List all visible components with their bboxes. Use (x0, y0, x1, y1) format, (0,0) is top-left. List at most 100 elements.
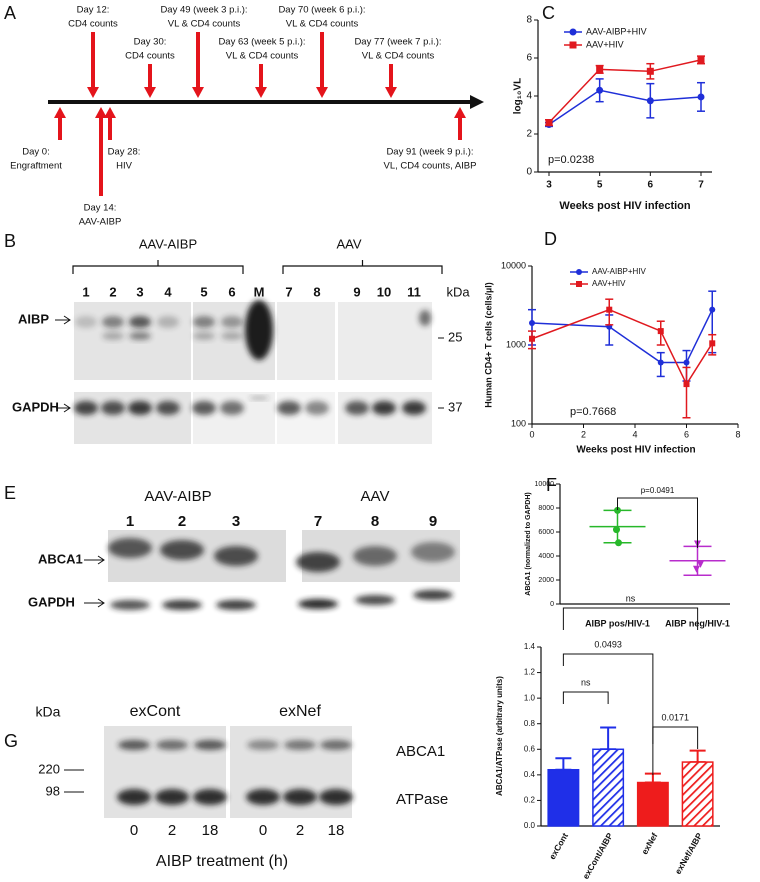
blot-strip (338, 302, 432, 380)
blot-strip (277, 302, 335, 380)
event-label: Engraftment (10, 161, 62, 172)
panel-letter: B (4, 231, 16, 251)
series-line (548, 89, 702, 126)
event-arrowhead (192, 87, 204, 98)
panel-letter: C (542, 3, 555, 23)
lane-label: 3 (136, 284, 143, 299)
blot-band (129, 332, 151, 340)
row-pointer-head (97, 555, 105, 565)
event-label: Day 49 (week 3 p.i.): (160, 5, 247, 16)
lane-label: 9 (353, 284, 360, 299)
blot-band (372, 401, 396, 415)
y-axis-label: Human CD4+ T cells (cells/µl) (483, 282, 493, 407)
row-label: AIBP (18, 311, 49, 326)
bar (592, 748, 625, 827)
legend-label: AAV+HIV (592, 279, 626, 288)
event-arrowhead (87, 87, 99, 98)
blot-band (194, 740, 226, 750)
row-pointer-head (97, 598, 105, 608)
blot-band (249, 396, 269, 400)
data-point (606, 306, 613, 313)
event-label: Day 12: (77, 5, 110, 16)
lane-label: 7 (285, 284, 292, 299)
data-point (569, 28, 577, 36)
annotation: ns (626, 593, 636, 603)
y-tick-label: 0.4 (524, 770, 536, 779)
blot-band (284, 740, 316, 750)
annotation: p=0.7668 (570, 406, 616, 418)
y-tick-label: 8 (526, 15, 532, 26)
y-tick-label: 0.2 (524, 796, 536, 805)
event-label: CD4 counts (125, 51, 175, 62)
lane-label: 4 (164, 284, 172, 299)
y-tick-label: 4000 (538, 553, 554, 560)
event-label: AAV-AIBP (79, 217, 122, 228)
lane-label: 10 (377, 284, 391, 299)
size-marker: 25 (448, 329, 462, 344)
event-arrowhead (95, 107, 107, 118)
row-label: ATPase (396, 791, 448, 808)
blot-band (221, 332, 243, 340)
significance-bracket (562, 607, 699, 630)
x-tick-label: 3 (546, 180, 552, 191)
blot-band (283, 789, 317, 805)
y-tick-label: 100 (511, 418, 526, 428)
blot-strip (338, 392, 432, 444)
blot-band (101, 401, 125, 415)
row-label: ABCA1 (396, 743, 445, 760)
data-point (545, 119, 553, 127)
data-point (697, 93, 705, 101)
data-point (529, 335, 535, 342)
x-tick-label: AIBP pos/HIV-1 (585, 618, 650, 628)
y-tick-label: 2 (526, 129, 532, 140)
legend-label: AAV-AIBP+HIV (586, 26, 647, 36)
data-point (569, 41, 577, 49)
event-label: Day 30: (134, 37, 167, 48)
blot-strip (74, 302, 191, 380)
y-tick-label: 0.0 (524, 821, 536, 830)
size-marker: 98 (46, 783, 60, 798)
panel-letter: E (4, 483, 16, 503)
y-tick-label: 1.4 (524, 642, 536, 651)
event-label: CD4 counts (68, 19, 118, 30)
lane-label: 3 (232, 513, 240, 530)
blot-strip (74, 392, 191, 444)
lane-label: 2 (109, 284, 116, 299)
blot-band (353, 546, 397, 566)
blot-band (247, 740, 279, 750)
lane-label: 1 (126, 513, 134, 530)
significance-bracket (652, 726, 699, 775)
group-label: exNef (279, 703, 321, 720)
y-tick-label: 4 (526, 91, 532, 102)
group-label: exCont (130, 703, 181, 720)
lane-label: 8 (313, 284, 320, 299)
group-label: AAV (336, 236, 361, 251)
blot-band (355, 595, 395, 605)
data-point (576, 269, 582, 275)
data-point (697, 560, 704, 568)
group-label: AAV (361, 488, 390, 505)
data-point (709, 306, 716, 313)
lane-label: 0 (130, 822, 138, 839)
blot-band (193, 316, 215, 328)
blot-band (160, 540, 204, 560)
data-point (697, 56, 705, 64)
blot-band (221, 316, 243, 328)
y-tick-label: 6 (526, 53, 532, 64)
y-axis-label: log₁₀VL (513, 78, 524, 114)
legend-label: AAV-AIBP+HIV (592, 267, 647, 276)
event-arrowhead (54, 107, 66, 118)
event-label: Day 0: (22, 147, 49, 158)
event-label: Day 77 (week 7 p.i.): (354, 37, 441, 48)
data-point (657, 359, 664, 366)
blot-band (193, 332, 215, 340)
annotation: ns (581, 677, 591, 687)
y-tick-label: 2000 (538, 577, 554, 584)
data-point (683, 359, 690, 366)
blot-band (296, 552, 340, 572)
blot-band (245, 300, 273, 360)
blot-band (298, 599, 338, 609)
lane-label: 9 (429, 513, 437, 530)
blot-band (155, 789, 189, 805)
data-point (709, 340, 716, 347)
